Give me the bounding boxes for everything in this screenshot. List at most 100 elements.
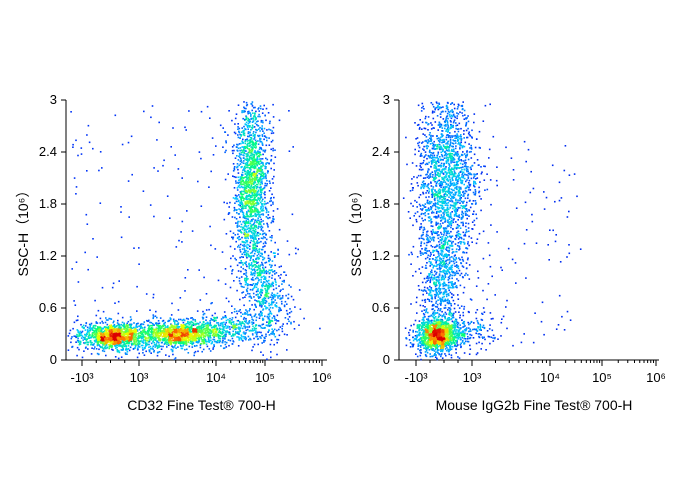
event-dot	[273, 344, 275, 346]
event-dot	[241, 256, 243, 258]
event-dot	[215, 248, 217, 250]
event-dot	[235, 234, 237, 236]
event-dot	[111, 332, 113, 334]
event-dot	[135, 341, 137, 343]
event-dot	[239, 322, 241, 324]
event-dot	[157, 330, 159, 332]
event-dot	[252, 179, 254, 181]
event-dot	[226, 203, 228, 205]
event-dot	[72, 144, 74, 146]
event-dot	[254, 299, 256, 301]
event-dot	[266, 210, 268, 212]
event-dot	[241, 178, 243, 180]
event-dot	[201, 339, 203, 341]
event-dot	[239, 299, 241, 301]
event-dot	[287, 318, 289, 320]
event-dot	[207, 346, 209, 348]
event-dot	[276, 342, 278, 344]
event-dot	[128, 348, 130, 350]
event-dot	[98, 310, 100, 312]
event-dot	[233, 145, 235, 147]
event-dot	[292, 214, 294, 216]
event-dot	[268, 283, 270, 285]
event-dot	[236, 209, 238, 211]
event-dot	[280, 326, 282, 328]
event-dot	[236, 146, 238, 148]
event-dot	[138, 263, 140, 265]
event-dot	[298, 324, 300, 326]
event-dot	[250, 314, 252, 316]
event-dot	[241, 339, 243, 341]
event-dot	[266, 273, 268, 275]
event-dot	[161, 342, 163, 344]
event-dot	[250, 259, 252, 261]
event-dot	[97, 345, 99, 347]
event-dot	[238, 194, 240, 196]
event-dot	[238, 172, 240, 174]
event-dot	[279, 120, 281, 122]
event-dot	[138, 344, 140, 346]
event-dot	[238, 324, 240, 326]
event-dot	[229, 328, 231, 330]
event-dot	[264, 233, 266, 235]
event-dot	[186, 344, 188, 346]
event-dot	[265, 158, 267, 160]
event-dot	[275, 295, 277, 297]
event-dot	[244, 278, 246, 280]
event-dot	[260, 289, 262, 291]
event-dot	[174, 342, 176, 344]
event-dot	[70, 330, 72, 332]
event-dot	[182, 328, 184, 330]
event-dot	[144, 321, 146, 323]
event-dot	[191, 328, 193, 330]
event-dot	[261, 272, 263, 274]
event-dot	[226, 346, 228, 348]
event-dot	[254, 304, 256, 306]
event-dot	[178, 331, 180, 333]
event-dot	[258, 235, 260, 237]
event-dot	[135, 343, 137, 345]
event-dot	[207, 106, 209, 108]
event-dot	[254, 235, 256, 237]
event-dot	[264, 187, 266, 189]
event-dot	[245, 206, 247, 208]
event-dot	[220, 332, 222, 334]
event-dot	[218, 280, 220, 282]
event-dot	[186, 210, 188, 212]
event-dot	[250, 188, 252, 190]
event-dot	[240, 143, 242, 145]
event-dot	[97, 353, 99, 355]
event-dot	[255, 320, 257, 322]
event-dot	[244, 198, 246, 200]
event-dot	[255, 332, 257, 334]
event-dot	[269, 182, 271, 184]
event-dot	[144, 337, 146, 339]
event-dot	[319, 328, 321, 330]
event-dot	[241, 276, 243, 278]
event-dot	[107, 327, 109, 329]
event-dot	[268, 305, 270, 307]
event-dot	[94, 300, 96, 302]
event-dot	[246, 138, 248, 140]
event-dot	[264, 251, 266, 253]
event-dot	[237, 123, 239, 125]
event-dot	[282, 323, 284, 325]
event-dot	[256, 287, 258, 289]
event-dot	[267, 307, 269, 309]
event-dot	[261, 183, 263, 185]
event-dot	[225, 179, 227, 181]
event-dot	[202, 317, 204, 319]
event-dot	[265, 308, 267, 310]
event-dot	[275, 284, 277, 286]
event-dot	[283, 271, 285, 273]
event-dot	[260, 219, 262, 221]
event-dot	[225, 268, 227, 270]
event-dot	[157, 337, 159, 339]
event-dot	[97, 339, 99, 341]
event-dot	[258, 163, 260, 165]
event-dot	[207, 322, 209, 324]
event-dot	[241, 149, 243, 151]
event-dot	[89, 325, 91, 327]
event-dot	[72, 328, 74, 330]
event-dot	[261, 301, 263, 303]
